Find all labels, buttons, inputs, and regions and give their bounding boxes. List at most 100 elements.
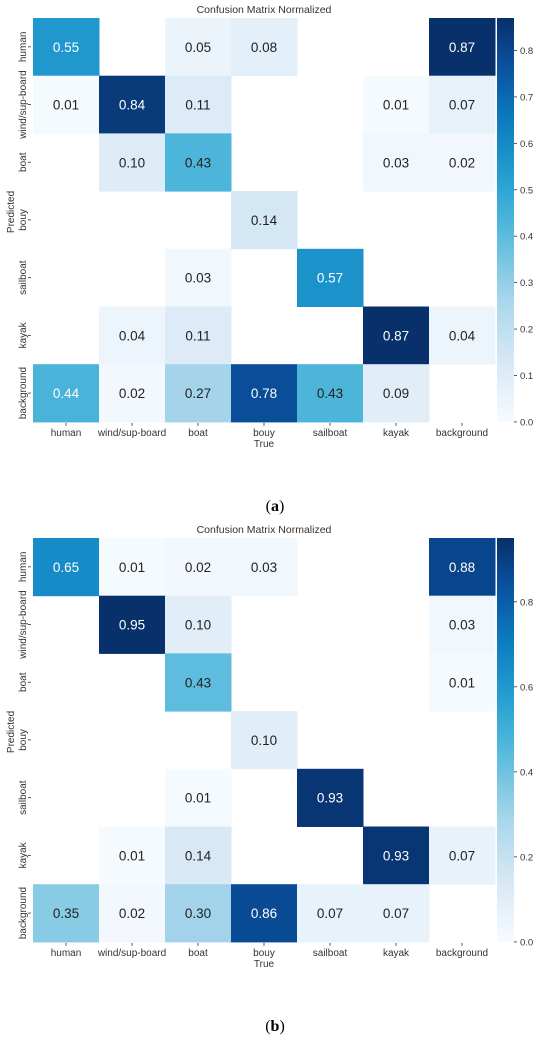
heatmap-cell-boat-background: [429, 133, 496, 192]
heatmap-cell-kayak-kayak: [363, 826, 430, 885]
heatmap-cell-background-boat: [165, 884, 232, 943]
y-tick-label: human: [18, 32, 29, 63]
y-tick-label: human: [18, 552, 29, 583]
colorbar-tick-label: 0.6: [520, 139, 533, 150]
heatmap-cell-wind-sup-board-wind-sup-board: [99, 75, 166, 134]
heatmap-cell-background-wind-sup-board: [99, 884, 166, 943]
cell-value-label: 0.03: [383, 155, 409, 170]
cell-value-label: 0.65: [53, 560, 79, 575]
heatmap-cell-bouy-bouy: [231, 711, 298, 770]
cell-value-label: 0.01: [119, 848, 145, 863]
heatmap-cell-wind-sup-board-boat: [165, 595, 232, 654]
y-tick-label: bouy: [18, 729, 29, 751]
x-tick-label: kayak: [383, 428, 410, 439]
heatmap-cell-boat-boat: [165, 653, 232, 712]
heatmap-cell-sailboat-sailboat: [297, 248, 364, 307]
heatmap-cell-background-kayak: [363, 364, 430, 423]
cell-value-label: 0.01: [449, 675, 475, 690]
heatmap-cell-background-bouy: [231, 884, 298, 943]
heatmap-cell-kayak-background: [429, 306, 496, 365]
y-tick-label: sailboat: [18, 780, 29, 815]
y-tick-label: background: [18, 887, 29, 939]
cell-value-label: 0.86: [251, 906, 277, 921]
y-tick-label: background: [18, 367, 29, 419]
cell-value-label: 0.07: [449, 98, 475, 113]
cell-value-label: 0.35: [53, 906, 79, 921]
heatmap-cell-background-sailboat: [297, 884, 364, 943]
y-tick-label: boat: [18, 672, 29, 692]
colorbar-tick-label: 0.4: [520, 232, 533, 243]
colorbar-tick-label: 0.0: [520, 937, 533, 948]
x-axis-label: True: [254, 959, 275, 970]
heatmap-cell-background-human: [33, 884, 100, 943]
colorbar-tick-label: 0.2: [520, 852, 533, 863]
heatmap-cell-background-bouy: [231, 364, 298, 423]
cell-value-label: 0.07: [449, 848, 475, 863]
x-tick-label: bouy: [253, 428, 275, 439]
chart-title: Confusion Matrix Normalized: [197, 524, 332, 536]
panel-label-a: (a): [265, 498, 285, 515]
confusion-matrix-b: Confusion Matrix Normalized 0.65 0.01 0.02 0…: [6, 524, 533, 970]
colorbar-tick-label: 0.8: [520, 597, 533, 608]
cell-value-label: 0.02: [119, 386, 145, 401]
cell-value-label: 0.01: [53, 98, 79, 113]
heatmap-cell-wind-sup-board-wind-sup-board: [99, 595, 166, 654]
cell-value-label: 0.05: [185, 40, 211, 55]
heatmap-cell-human-background: [429, 18, 496, 77]
x-tick-label: wind/sup-board: [97, 948, 166, 959]
cell-value-label: 0.01: [383, 98, 409, 113]
heatmap-cell-kayak-boat: [165, 306, 232, 365]
cell-value-label: 0.02: [119, 906, 145, 921]
cell-value-label: 0.07: [383, 906, 409, 921]
cell-value-label: 0.57: [317, 271, 343, 286]
heatmap-cell-boat-boat: [165, 133, 232, 192]
cell-value-label: 0.43: [317, 386, 343, 401]
heatmap-cell-sailboat-boat: [165, 768, 232, 827]
y-axis-label: Predicted: [6, 711, 17, 753]
cell-value-label: 0.02: [185, 560, 211, 575]
cell-value-label: 0.14: [185, 848, 212, 863]
x-tick-label: sailboat: [313, 948, 348, 959]
y-tick-label: wind/sup-board: [18, 70, 29, 139]
y-tick-label: sailboat: [18, 260, 29, 295]
heatmap-cell-human-bouy: [231, 538, 298, 597]
heatmap-cell-sailboat-boat: [165, 248, 232, 307]
heatmap-cell-human-wind-sup-board: [99, 538, 166, 597]
cell-value-label: 0.95: [119, 618, 145, 633]
cell-value-label: 0.11: [185, 98, 210, 113]
heatmap-cell-bouy-bouy: [231, 191, 298, 250]
cell-value-label: 0.01: [185, 791, 211, 806]
cell-value-label: 0.93: [317, 791, 343, 806]
cell-value-label: 0.01: [119, 560, 145, 575]
heatmap-cell-human-bouy: [231, 18, 298, 77]
cell-value-label: 0.43: [185, 675, 211, 690]
cell-value-label: 0.02: [449, 155, 475, 170]
cell-value-label: 0.10: [251, 733, 277, 748]
heatmap-cell-kayak-wind-sup-board: [99, 306, 166, 365]
heatmap-cell-kayak-boat: [165, 826, 232, 885]
y-tick-label: kayak: [18, 841, 29, 868]
cell-value-label: 0.27: [185, 386, 211, 401]
colorbar: [497, 18, 514, 422]
x-tick-label: background: [436, 948, 488, 959]
cell-value-label: 0.03: [185, 271, 211, 286]
cell-value-label: 0.07: [317, 906, 343, 921]
x-tick-label: human: [51, 948, 82, 959]
y-tick-label: bouy: [18, 209, 29, 231]
cell-value-label: 0.03: [449, 618, 475, 633]
heatmap-cell-background-sailboat: [297, 364, 364, 423]
colorbar-tick-label: 0.8: [520, 46, 533, 57]
cell-value-label: 0.09: [383, 386, 409, 401]
heatmap-cell-background-human: [33, 364, 100, 423]
colorbar-tick-label: 0.6: [520, 682, 533, 693]
cell-value-label: 0.04: [449, 328, 476, 343]
cell-value-label: 0.30: [185, 906, 211, 921]
cell-value-label: 0.03: [251, 560, 277, 575]
cell-value-label: 0.78: [251, 386, 277, 401]
colorbar-tick-label: 0.7: [520, 92, 533, 103]
x-tick-label: human: [51, 428, 82, 439]
heatmap-cell-boat-wind-sup-board: [99, 133, 166, 192]
heatmap-cell-human-boat: [165, 18, 232, 77]
heatmap-cell-boat-background: [429, 653, 496, 712]
cell-value-label: 0.84: [119, 98, 146, 113]
